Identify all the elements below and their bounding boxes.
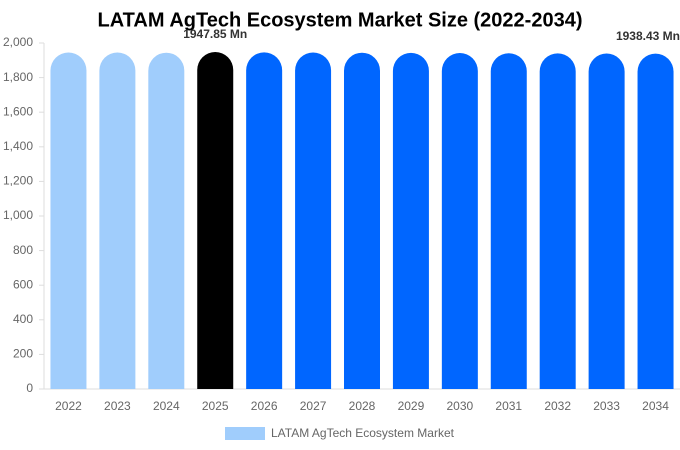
x-tick-label: 2034	[642, 399, 669, 413]
bar	[344, 52, 380, 390]
x-tick-label: 2022	[55, 399, 82, 413]
y-tick-label: 1,600	[3, 104, 33, 118]
y-tick-label: 600	[13, 277, 33, 291]
chart-title: LATAM AgTech Ecosystem Market Size (2022…	[98, 9, 583, 31]
y-tick-label: 800	[13, 243, 33, 257]
x-tick-label: 2024	[153, 399, 180, 413]
x-tick-label: 2025	[202, 399, 229, 413]
bar	[637, 53, 674, 389]
bar	[246, 52, 283, 389]
bar	[50, 52, 87, 389]
x-tick-label: 2029	[398, 399, 425, 413]
bar	[490, 53, 527, 389]
x-tick-label: 2033	[593, 399, 620, 413]
bar	[441, 53, 478, 389]
y-tick-label: 1,800	[3, 70, 33, 84]
legend-swatch	[225, 427, 265, 440]
x-tick-label: 2028	[349, 399, 376, 413]
bar	[295, 52, 332, 389]
bar	[148, 52, 185, 390]
bar	[588, 53, 625, 389]
bar	[539, 53, 576, 389]
y-tick-label: 1,000	[3, 208, 33, 222]
x-tick-label: 2032	[544, 399, 571, 413]
bar	[197, 52, 234, 390]
y-tick-label: 2,000	[3, 35, 33, 49]
value-label: 1947.85 Mn	[183, 27, 247, 41]
x-tick-label: 2027	[300, 399, 327, 413]
x-tick-label: 2030	[446, 399, 473, 413]
bar	[99, 52, 136, 389]
bar	[392, 52, 429, 390]
y-tick-label: 200	[13, 347, 33, 361]
y-tick-label: 0	[26, 381, 33, 395]
x-tick-label: 2023	[104, 399, 131, 413]
y-tick-label: 400	[13, 312, 33, 326]
y-tick-label: 1,400	[3, 139, 33, 153]
x-tick-label: 2026	[251, 399, 278, 413]
y-tick-label: 1,200	[3, 174, 33, 188]
x-tick-label: 2031	[495, 399, 522, 413]
value-label: 1938.43 Mn	[616, 29, 680, 43]
legend-label: LATAM AgTech Ecosystem Market	[271, 426, 455, 440]
